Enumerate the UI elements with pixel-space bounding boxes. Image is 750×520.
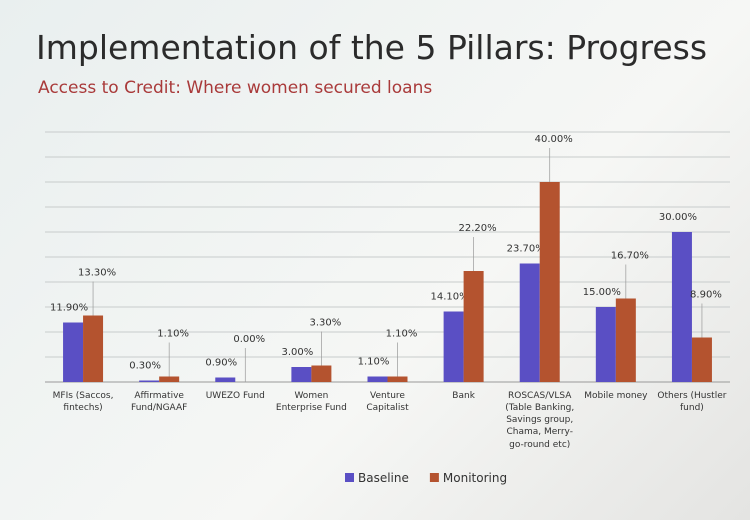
legend-label: Baseline — [358, 471, 409, 485]
bar — [63, 322, 84, 382]
x-tick-label: ROSCAS/VLSA (Table Banking, Savings grou… — [505, 391, 575, 450]
value-label: 8.90% — [690, 290, 722, 301]
x-tick-label: Bank — [452, 391, 475, 401]
value-label: 14.10% — [431, 292, 469, 303]
value-label: 40.00% — [535, 134, 573, 145]
value-label: 15.00% — [583, 287, 621, 298]
value-label: 22.20% — [459, 223, 497, 234]
x-tick-label: UWEZO Fund — [205, 391, 265, 401]
value-label: 0.00% — [233, 334, 265, 345]
bar — [443, 311, 464, 382]
value-label: 30.00% — [659, 212, 697, 223]
value-label: 11.90% — [50, 303, 88, 314]
bar — [595, 307, 616, 382]
legend-swatch — [429, 473, 439, 482]
bar — [387, 376, 408, 382]
value-label: 23.70% — [507, 244, 545, 255]
bar — [291, 367, 312, 382]
bar — [139, 380, 160, 382]
value-label: 1.10% — [157, 329, 189, 340]
value-label: 1.10% — [386, 329, 418, 340]
bar — [519, 263, 540, 382]
x-tick-label: Venture Capitalist — [366, 391, 409, 414]
bar — [691, 337, 712, 382]
bar — [83, 315, 104, 382]
x-tick-label: Mobile money — [584, 391, 648, 401]
x-tick-label: MFIs (Saccos, fintechs) — [52, 391, 114, 414]
value-label: 1.10% — [358, 357, 390, 368]
value-label: 3.30% — [309, 318, 341, 329]
value-label: 13.30% — [78, 268, 116, 279]
x-tick-label: Others (Hustler fund) — [657, 391, 727, 414]
bar — [311, 365, 332, 382]
legend-label: Monitoring — [443, 471, 507, 485]
bar — [159, 376, 180, 382]
legend-swatch — [345, 473, 354, 482]
chart-title: Implementation of the 5 Pillars: Progres… — [36, 28, 708, 67]
value-label: 0.90% — [205, 358, 237, 369]
x-tick-label: Affirmative Fund/NGAAF — [131, 391, 188, 414]
value-label: 3.00% — [281, 347, 313, 358]
value-label: 0.30% — [129, 361, 161, 372]
bar — [539, 182, 560, 382]
bar — [367, 376, 388, 382]
bar — [615, 298, 636, 382]
bar — [671, 232, 692, 382]
bar — [215, 377, 236, 382]
bar — [463, 271, 484, 382]
x-tick-label: Women Enterprise Fund — [275, 391, 347, 414]
chart-subtitle: Access to Credit: Where women secured lo… — [38, 78, 433, 98]
value-label: 16.70% — [611, 251, 649, 262]
